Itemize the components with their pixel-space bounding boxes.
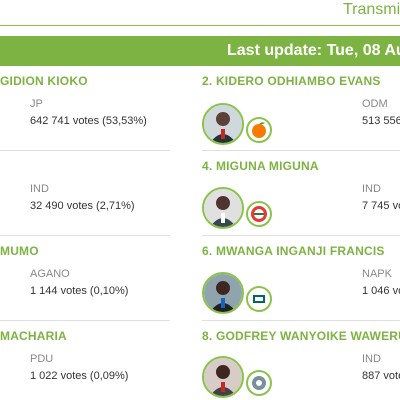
- row-divider: [0, 320, 170, 321]
- candidate-party: IND: [30, 183, 49, 195]
- last-update-banner: Last update: Tue, 08 Au: [0, 36, 400, 66]
- candidate-name: MACHARIA: [0, 329, 67, 343]
- candidate-party: PDU: [30, 353, 54, 365]
- party-seal-icon: [246, 370, 272, 396]
- last-update-text: Last update: Tue, 08 Au: [227, 42, 400, 59]
- page-header: Transmi: [0, 0, 400, 34]
- kenya-seal-icon: [246, 201, 272, 227]
- candidate-photo: [202, 272, 244, 314]
- row-divider: [0, 150, 170, 151]
- candidate-party: NAPK: [362, 268, 392, 280]
- candidate-party: ODM: [362, 98, 388, 110]
- page-title: Transmi: [343, 1, 400, 18]
- row-divider: [0, 235, 170, 236]
- row-divider: [202, 320, 400, 321]
- row-divider: [202, 235, 400, 236]
- candidate-name: 6. MWANGA INGANJI FRANCIS: [202, 244, 385, 258]
- candidate-photo: [202, 356, 244, 398]
- candidate-name: 4. MIGUNA MIGUNA: [202, 159, 319, 173]
- header-rule: [0, 25, 400, 26]
- row-divider: [202, 150, 400, 151]
- candidate-votes: 513 556 v: [362, 115, 400, 127]
- candidate-name: MUMO: [0, 244, 39, 258]
- candidate-party: IND: [362, 353, 381, 365]
- candidate-votes: 7 745 vot: [362, 200, 400, 212]
- candidate-votes: 642 741 votes (53,53%): [30, 115, 147, 127]
- candidate-votes: 1 144 votes (0,10%): [30, 285, 129, 297]
- candidate-name: 2. KIDERO ODHIAMBO EVANS: [202, 74, 381, 88]
- orange-icon: [246, 117, 272, 143]
- candidate-name: 8. GODFREY WANYOIKE WAWERU: [202, 329, 400, 343]
- candidate-photo: [202, 103, 244, 145]
- candidate-votes: 1 022 votes (0,09%): [30, 370, 129, 382]
- party-emblem-icon: [246, 286, 272, 312]
- candidate-votes: 1 046 vot: [362, 285, 400, 297]
- candidate-name: GIDION KIOKO: [0, 74, 88, 88]
- candidate-party: AGANO: [30, 268, 70, 280]
- candidate-votes: 32 490 votes (2,71%): [30, 200, 135, 212]
- candidate-party: IND: [362, 183, 381, 195]
- candidate-photo: [202, 187, 244, 229]
- candidate-party: JP: [30, 98, 43, 110]
- candidate-votes: 887 votes: [362, 370, 400, 382]
